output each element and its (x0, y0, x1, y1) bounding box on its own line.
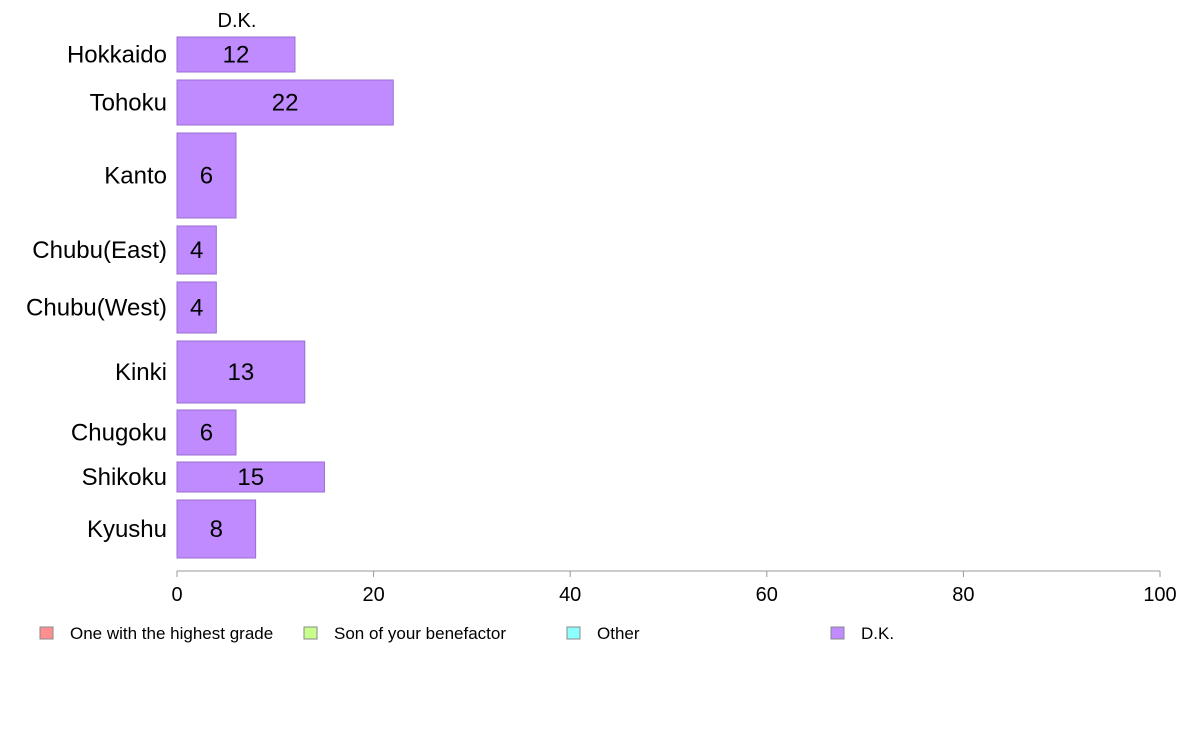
bar-kanto (176, 132, 237, 219)
category-label: Tohoku (90, 90, 167, 117)
legend-label: Son of your benefactor (334, 624, 506, 643)
bar-value-label: 4 (190, 237, 203, 264)
bar-chubu-west (176, 281, 217, 334)
bar-kinki (176, 340, 306, 404)
series-header-label: D.K. (218, 10, 257, 32)
bar-value-label: 12 (223, 42, 250, 69)
category-label: Kinki (115, 359, 167, 386)
bar-value-label: 22 (272, 90, 299, 117)
bar-hokkaido (176, 36, 296, 73)
x-tick-label: 60 (756, 584, 778, 606)
category-label: Kyushu (87, 516, 167, 543)
bar-kyushu (176, 499, 257, 559)
category-label: Shikoku (82, 464, 167, 491)
legend: One with the highest grade Son of your be… (39, 624, 894, 643)
category-label: Chubu(West) (26, 295, 167, 322)
bar-value-label: 8 (210, 516, 223, 543)
bar-shikoku (176, 461, 325, 493)
x-tick-label: 40 (559, 584, 581, 606)
bar-value-label: 6 (200, 163, 213, 190)
x-tick-label: 80 (952, 584, 974, 606)
legend-swatch (303, 626, 318, 640)
legend-label: One with the highest grade (70, 624, 273, 643)
bar-value-label: 4 (190, 295, 203, 322)
category-label: Chugoku (71, 420, 167, 447)
bar-tohoku (176, 79, 394, 126)
category-label: Kanto (104, 163, 167, 190)
category-label: Chubu(East) (32, 237, 167, 264)
x-tick-label: 100 (1143, 584, 1176, 606)
x-tick-label: 0 (171, 584, 182, 606)
category-label: Hokkaido (67, 42, 167, 69)
category-labels-group: Hokkaido Tohoku Kanto Chubu(East) Chubu(West… (26, 42, 167, 544)
x-tick-label: 20 (362, 584, 384, 606)
bar-value-label: 15 (237, 464, 264, 491)
legend-swatch (566, 626, 581, 640)
legend-label: Other (597, 624, 640, 643)
x-axis: 0 20 40 60 80 100 (171, 570, 1177, 606)
legend-label: D.K. (861, 624, 894, 643)
bar-value-label: 13 (228, 359, 255, 386)
legend-swatch (39, 626, 54, 640)
bars-group: 12 22 6 4 4 13 6 15 8 (176, 36, 394, 559)
bar-chubu-east (176, 225, 217, 275)
bar-value-label: 6 (200, 420, 213, 447)
legend-swatch (830, 626, 845, 640)
bar-chugoku (176, 409, 237, 456)
